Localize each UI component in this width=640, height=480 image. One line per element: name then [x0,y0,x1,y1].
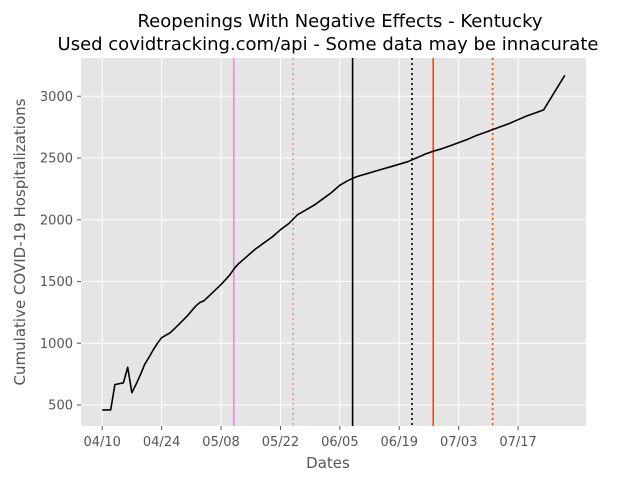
x-tick-label: 04/10 [83,435,120,450]
series-layer [102,74,566,411]
y-axis-label: Cumulative COVID-19 Hospitalizations [11,98,29,385]
y-tick-label: 500 [48,399,73,414]
x-tick-label: 06/05 [321,435,358,450]
y-tick-label: 3000 [40,90,73,105]
y-tick-label: 1500 [40,275,73,290]
y-tick-label: 1000 [40,337,73,352]
reopening-markers [232,58,494,426]
x-tick-label: 07/17 [499,435,536,450]
x-axis-label: Dates [306,454,350,472]
chart-title: Reopenings With Negative Effects - Kentu… [137,11,542,32]
x-tick-label: 07/03 [440,435,477,450]
x-tick-label: 06/19 [381,435,418,450]
plot-area [81,58,586,426]
x-tick-label: 05/22 [262,435,299,450]
x-tick-label: 05/08 [202,435,239,450]
x-tick-label: 04/24 [143,435,180,450]
y-tick-label: 2500 [40,152,73,167]
tick-layer: 04/10 04/24 05/08 05/22 06/05 06/19 07/03 07/17… [40,90,537,450]
hospitalizations-series-line [102,74,566,411]
chart-subtitle: Used covidtracking.com/api - Some data m… [58,34,599,55]
y-tick-label: 2000 [40,213,73,228]
